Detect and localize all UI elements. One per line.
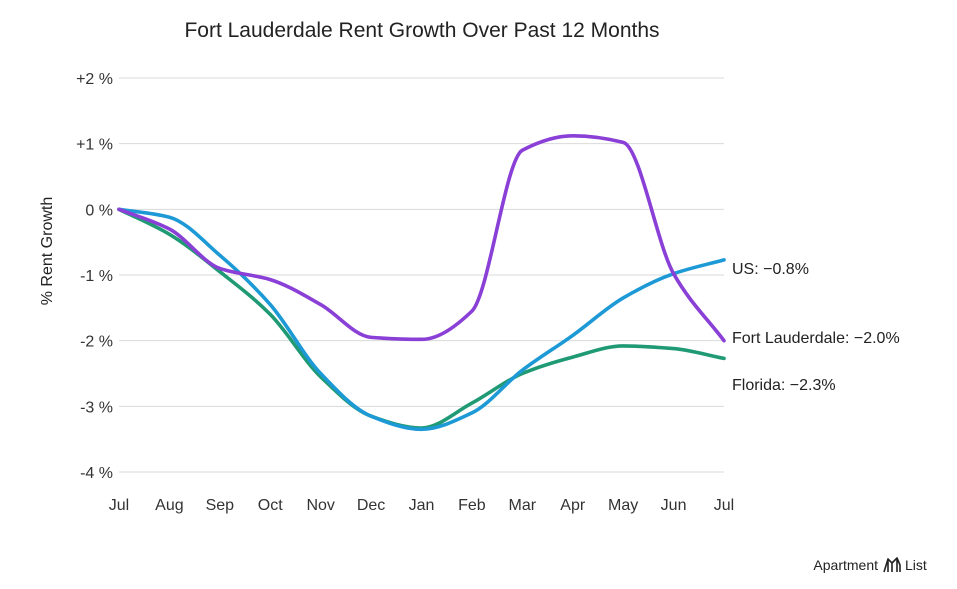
end-labels: Fort Lauderdale: −2.0% US: −0.8% Florida: …: [732, 261, 900, 394]
brand-name-right: List: [905, 557, 927, 573]
y-tick-label: -3 %: [80, 399, 113, 416]
y-axis-ticks: +2 % +1 % 0 % -1 % -2 % -3 % -4 %: [76, 71, 113, 482]
series-lines: [117, 133, 726, 432]
y-tick-label: -2 %: [80, 334, 113, 351]
end-label-florida: Florida: −2.3%: [732, 377, 836, 394]
y-tick-label: 0 %: [85, 202, 113, 219]
end-label-us: US: −0.8%: [732, 261, 809, 278]
x-tick-label: May: [608, 497, 638, 514]
brand-name-left: Apartment: [813, 557, 878, 573]
x-tick-label: Jul: [109, 497, 129, 514]
y-tick-label: -1 %: [80, 268, 113, 285]
series-line-us: [117, 207, 726, 432]
x-tick-label: Mar: [509, 497, 537, 514]
x-axis-ticks: Jul Aug Sep Oct Nov Dec Jan Feb Mar Apr May Jun Jul: [109, 497, 734, 514]
x-tick-label: Jul: [714, 497, 734, 514]
y-tick-label: -4 %: [80, 465, 113, 482]
y-tick-label: +2 %: [76, 71, 113, 88]
x-tick-label: Sep: [206, 497, 235, 514]
x-tick-label: Oct: [258, 497, 283, 514]
x-tick-label: Nov: [306, 497, 334, 514]
y-axis-label: % Rent Growth: [39, 197, 56, 305]
series-line-florida: [117, 207, 726, 430]
brand-building-icon: [883, 557, 901, 573]
brand-logo: Apartment List: [813, 557, 926, 573]
x-tick-label: Jun: [661, 497, 687, 514]
chart-title: Fort Lauderdale Rent Growth Over Past 12…: [184, 19, 659, 42]
x-tick-label: Dec: [357, 497, 385, 514]
series-line-fort-lauderdale: [117, 133, 726, 343]
x-tick-label: Feb: [458, 497, 486, 514]
x-tick-label: Apr: [560, 497, 586, 514]
gridlines: [119, 77, 724, 473]
x-tick-label: Aug: [155, 497, 183, 514]
y-tick-label: +1 %: [76, 137, 113, 154]
end-label-fort-lauderdale: Fort Lauderdale: −2.0%: [732, 330, 900, 347]
x-tick-label: Jan: [409, 497, 435, 514]
